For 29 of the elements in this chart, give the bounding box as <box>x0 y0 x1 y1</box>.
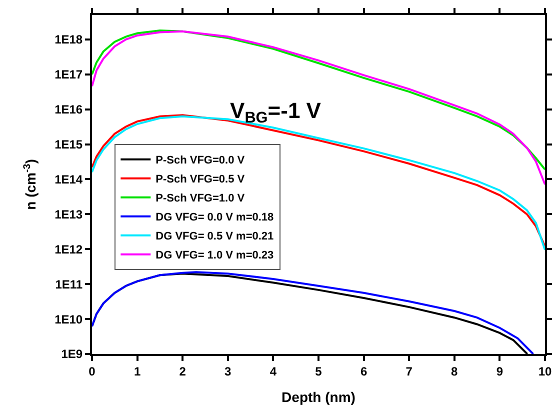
x-tick-label: 3 <box>224 364 232 378</box>
y-tick-label: 1E10 <box>54 312 83 326</box>
x-tick-label: 5 <box>315 364 322 378</box>
x-tick-label: 6 <box>360 364 368 378</box>
legend-label: DG VFG= 1.0 V m=0.23 <box>156 250 274 262</box>
x-tick-label: 10 <box>538 364 552 378</box>
legend-label: DG VFG= 0.0 V m=0.18 <box>156 212 274 224</box>
legend-label: DG VFG= 0.5 V m=0.21 <box>156 230 274 243</box>
y-tick-label: 1E11 <box>55 277 83 292</box>
y-tick-label: 1E13 <box>54 207 83 222</box>
x-tick-label: 9 <box>496 364 504 378</box>
legend-label: P-Sch VFG=0.0 V <box>156 154 246 167</box>
x-tick-label: 0 <box>88 364 96 378</box>
annotation: V$_{BG}$=-1 V <box>230 98 322 127</box>
x-tick-label: 8 <box>451 364 458 378</box>
x-axis-title: Depth (nm) <box>282 389 356 406</box>
y-tick-label: 1E14 <box>54 172 83 186</box>
x-tick-label: 4 <box>270 364 277 378</box>
y-tick-label: 1E16 <box>54 102 83 117</box>
y-tick-label: 1E9 <box>61 347 83 362</box>
legend-label: P-Sch VFG=0.5 V <box>156 174 246 186</box>
y-tick-label: 1E18 <box>54 32 83 47</box>
x-tick-label: 7 <box>406 364 413 378</box>
legend-label: P-Sch VFG=1.0 V <box>156 192 246 205</box>
y-tick-label: 1E17 <box>54 68 83 82</box>
y-tick-label: 1E15 <box>54 137 83 152</box>
x-tick-label: 1 <box>134 364 141 378</box>
x-tick-label: 2 <box>179 364 186 378</box>
y-tick-label: 1E12 <box>54 242 83 256</box>
